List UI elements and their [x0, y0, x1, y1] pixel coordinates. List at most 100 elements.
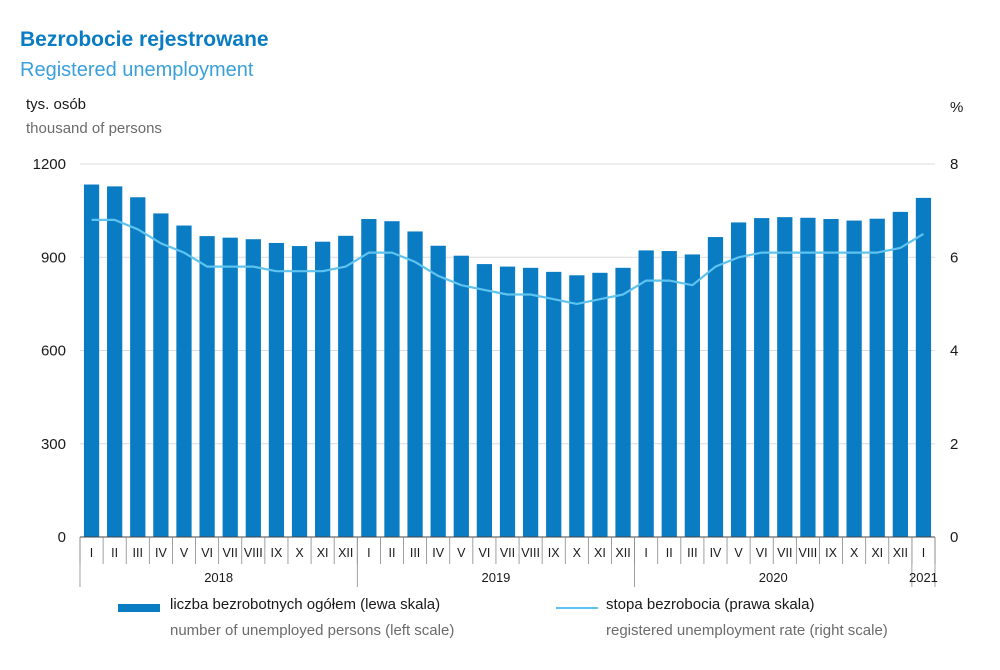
legend-line-label-en: registered unemployment rate (right scal…: [606, 622, 888, 639]
bar: [361, 219, 377, 537]
month-label: X: [850, 546, 859, 560]
bar: [107, 186, 123, 537]
bar: [869, 218, 885, 537]
right-tick-label: 4: [950, 343, 958, 360]
legend-line-label-pl: stopa bezrobocia (prawa skala): [606, 596, 815, 613]
month-label: III: [133, 546, 143, 560]
month-label: V: [180, 546, 189, 560]
month-label: VII: [777, 546, 792, 560]
right-tick-label: 6: [950, 249, 958, 266]
month-label: X: [295, 546, 304, 560]
bar: [130, 197, 146, 538]
bar: [430, 245, 446, 538]
year-label: 2020: [759, 570, 788, 585]
chart-subtitle: Registered unemployment: [20, 59, 254, 81]
month-label: VIII: [521, 546, 540, 560]
month-label: V: [457, 546, 466, 560]
year-label: 2021: [909, 570, 938, 585]
month-label: IX: [825, 546, 837, 560]
month-label: IV: [155, 546, 167, 560]
bar: [176, 225, 192, 538]
bar: [892, 211, 908, 537]
legend-line-swatch: [556, 607, 598, 609]
bar: [707, 237, 724, 537]
month-label: I: [922, 546, 925, 560]
bar: [245, 239, 261, 537]
month-label: IX: [271, 546, 283, 560]
month-label: XI: [317, 546, 329, 560]
bar: [315, 241, 331, 538]
month-label: VI: [201, 546, 213, 560]
bar: [453, 255, 469, 537]
month-label: XII: [338, 546, 353, 560]
legend-bars-label-pl: liczba bezrobotnych ogółem (lewa skala): [170, 596, 441, 613]
bar: [615, 267, 631, 537]
legend-bar-swatch: [118, 604, 160, 612]
bar: [800, 217, 816, 537]
month-label: VIII: [799, 546, 818, 560]
bar: [661, 251, 677, 538]
month-label: V: [734, 546, 743, 560]
bar: [846, 220, 862, 538]
month-label: IV: [710, 546, 722, 560]
year-label: 2019: [481, 570, 510, 585]
month-label: XI: [594, 546, 606, 560]
month-label: IV: [432, 546, 444, 560]
bar: [83, 184, 100, 537]
month-label: VIII: [244, 546, 263, 560]
chart-title: Bezrobocie rejestrowane: [20, 28, 269, 51]
right-tick-label: 8: [950, 156, 958, 173]
bar: [291, 246, 308, 537]
month-label: XII: [615, 546, 630, 560]
bar: [153, 213, 169, 538]
month-label: VII: [223, 546, 238, 560]
bar: [222, 237, 238, 538]
bar: [638, 250, 654, 537]
month-label: III: [410, 546, 420, 560]
month-label: VI: [756, 546, 768, 560]
legend-bars-label-en: number of unemployed persons (left scale…: [170, 622, 455, 639]
right-axis-unit: %: [950, 99, 964, 116]
right-tick-label: 2: [950, 436, 958, 453]
month-label: XII: [893, 546, 908, 560]
bar: [384, 221, 400, 537]
month-label: II: [388, 546, 395, 560]
month-label: X: [573, 546, 582, 560]
bar: [499, 266, 516, 537]
month-label: II: [666, 546, 673, 560]
month-label: IX: [548, 546, 560, 560]
bar: [268, 242, 285, 537]
month-label: III: [687, 546, 697, 560]
left-axis-unit-pl: tys. osób: [26, 96, 87, 113]
month-label: XI: [871, 546, 883, 560]
bar: [407, 231, 423, 537]
month-label: VII: [500, 546, 515, 560]
month-label: VI: [478, 546, 490, 560]
left-tick-label: 600: [41, 343, 66, 360]
bar: [730, 222, 747, 538]
month-label: I: [644, 546, 647, 560]
year-label: 2018: [204, 570, 233, 585]
bar: [777, 217, 793, 537]
month-label: II: [111, 546, 118, 560]
bar: [823, 219, 839, 537]
left-tick-label: 300: [41, 436, 66, 453]
bar: [338, 235, 354, 538]
bar: [754, 218, 770, 537]
left-tick-label: 900: [41, 249, 66, 266]
month-label: I: [90, 546, 93, 560]
left-tick-label: 0: [58, 529, 66, 546]
bar: [592, 272, 608, 537]
bar: [546, 271, 562, 537]
rate-line: [91, 218, 924, 305]
left-tick-label: 1200: [33, 156, 66, 173]
left-axis-unit-en: thousand of persons: [26, 120, 162, 137]
bar: [915, 197, 932, 537]
bar: [569, 275, 585, 537]
bar: [684, 254, 700, 537]
bar: [522, 267, 539, 537]
month-label: I: [367, 546, 370, 560]
right-tick-label: 0: [950, 529, 958, 546]
bar: [199, 236, 215, 537]
